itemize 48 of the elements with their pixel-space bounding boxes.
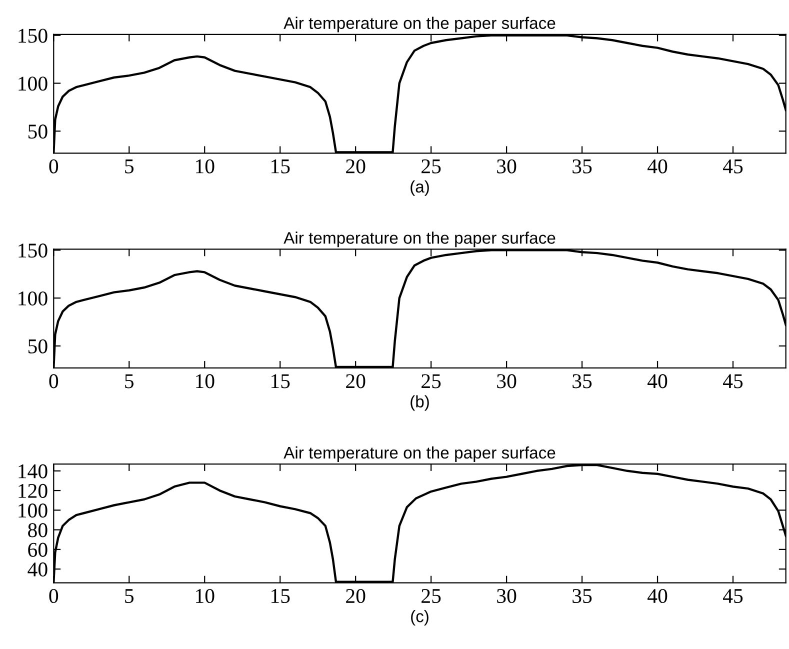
- y-tick-label: 100: [18, 291, 48, 306]
- y-tick-label: 120: [18, 484, 48, 498]
- x-axis-title: (b): [410, 395, 429, 411]
- y-tick-label: 150: [18, 244, 48, 258]
- x-tick-label: 10: [196, 588, 214, 604]
- x-tick-label: 5: [125, 589, 134, 604]
- x-tick-label: 20: [346, 588, 366, 604]
- x-tick-label: 25: [422, 374, 441, 388]
- chart-title: Air temperature on the paper surface: [284, 446, 556, 462]
- x-tick-label: 25: [422, 159, 441, 174]
- x-tick-label: 35: [572, 159, 592, 174]
- x-tick-label: 45: [722, 159, 743, 174]
- y-tick-label: 40: [28, 562, 48, 576]
- y-tick-label: 100: [18, 504, 48, 518]
- x-tick-label: 30: [497, 374, 516, 388]
- x-tick-label: 45: [722, 374, 743, 388]
- y-tick-label: 140: [18, 464, 48, 478]
- y-tick-label: 150: [18, 28, 48, 43]
- x-tick-label: 20: [346, 374, 366, 388]
- y-tick-label: 50: [28, 124, 48, 139]
- x-tick-label: 0: [49, 159, 58, 174]
- y-tick-label: 80: [28, 523, 48, 538]
- x-tick-label: 10: [196, 374, 214, 388]
- x-tick-label: 0: [49, 588, 58, 604]
- x-tick-label: 40: [648, 588, 668, 604]
- x-tick-label: 30: [497, 159, 516, 174]
- chart-title: Air temperature on the paper surface: [284, 232, 556, 248]
- x-tick-label: 45: [722, 589, 743, 604]
- x-tick-label: 40: [648, 374, 668, 388]
- x-tick-label: 30: [497, 588, 516, 604]
- y-tick-label: 60: [28, 542, 48, 557]
- x-axis-title: (c): [411, 610, 428, 626]
- y-tick-label: 100: [18, 76, 48, 91]
- x-tick-label: 10: [196, 159, 214, 174]
- x-tick-label: 5: [125, 374, 134, 388]
- x-tick-label: 35: [572, 374, 592, 388]
- x-tick-label: 25: [422, 589, 441, 604]
- x-axis-title: (a): [410, 180, 429, 196]
- y-tick-label: 50: [28, 339, 48, 354]
- x-tick-label: 35: [572, 589, 592, 604]
- x-tick-label: 40: [648, 159, 668, 174]
- x-tick-label: 15: [272, 159, 290, 174]
- x-tick-label: 15: [272, 374, 290, 388]
- x-tick-label: 0: [49, 374, 58, 388]
- x-tick-label: 5: [125, 160, 134, 174]
- chart-title: Air temperature on the paper surface: [284, 16, 556, 32]
- x-tick-label: 15: [272, 589, 290, 604]
- x-tick-label: 20: [346, 159, 366, 174]
